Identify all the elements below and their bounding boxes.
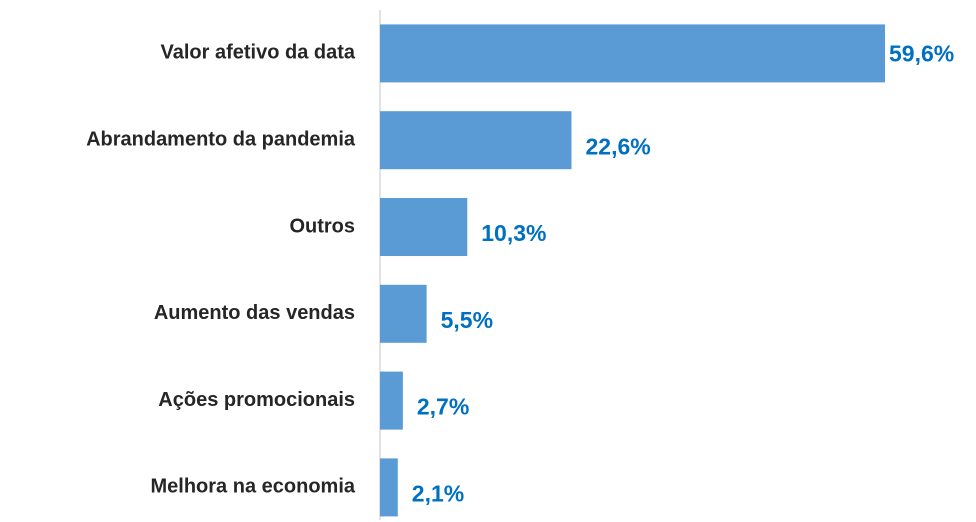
data-label: 2,1% xyxy=(412,480,464,506)
bar xyxy=(380,24,885,83)
category-label: Outros xyxy=(289,215,355,237)
category-label: Ações promocionais xyxy=(158,389,355,411)
category-label: Aumento das vendas xyxy=(154,302,355,324)
bar xyxy=(380,458,398,517)
bar xyxy=(380,284,427,343)
data-label: 2,7% xyxy=(417,394,469,420)
category-label: Valor afetivo da data xyxy=(160,42,355,64)
bar xyxy=(380,198,468,256)
bar xyxy=(380,111,572,170)
data-label: 5,5% xyxy=(441,307,493,333)
category-label: Melhora na economia xyxy=(151,476,356,498)
data-label: 59,6% xyxy=(889,40,954,66)
data-label: 22,6% xyxy=(585,133,650,159)
data-label: 10,3% xyxy=(481,220,546,246)
bar xyxy=(380,371,403,430)
category-label: Abrandamento da pandemia xyxy=(86,128,356,150)
